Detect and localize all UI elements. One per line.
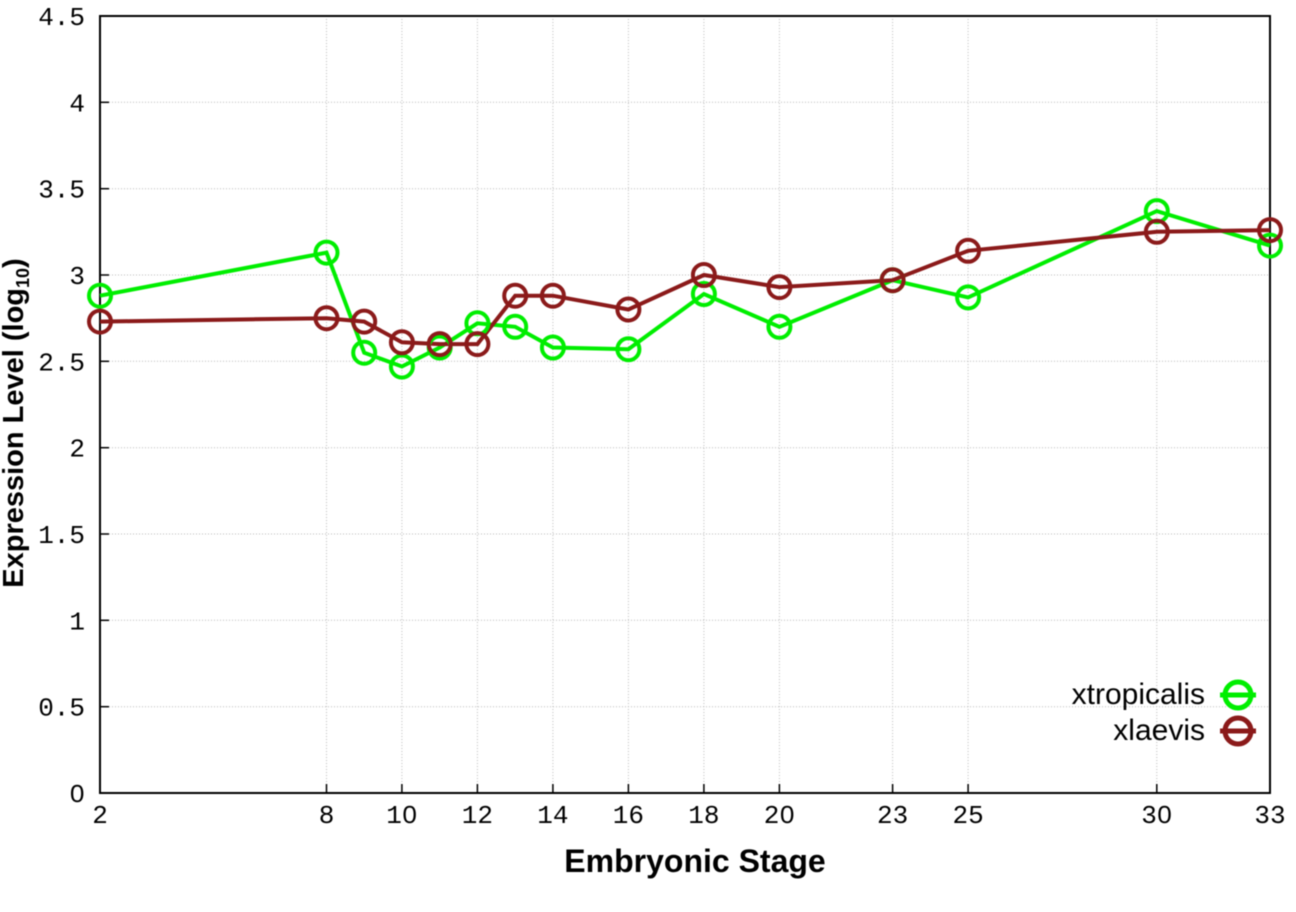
svg-text:20: 20 [764,801,795,831]
svg-text:30: 30 [1141,801,1172,831]
svg-text:3: 3 [69,262,85,292]
svg-text:8: 8 [319,801,335,831]
svg-text:1: 1 [69,607,85,637]
svg-text:3.5: 3.5 [38,176,85,206]
svg-text:2: 2 [69,435,85,465]
svg-text:18: 18 [688,801,719,831]
svg-text:2.5: 2.5 [38,348,85,378]
svg-text:33: 33 [1254,801,1285,831]
svg-text:25: 25 [952,801,983,831]
svg-text:2: 2 [92,801,108,831]
svg-text:1.5: 1.5 [38,521,85,551]
svg-text:14: 14 [537,801,568,831]
svg-text:0.5: 0.5 [38,694,85,724]
svg-text:23: 23 [877,801,908,831]
svg-text:4: 4 [69,89,85,119]
svg-text:12: 12 [462,801,493,831]
svg-text:4.5: 4.5 [38,3,85,33]
svg-text:16: 16 [613,801,644,831]
svg-text:10: 10 [386,801,417,831]
